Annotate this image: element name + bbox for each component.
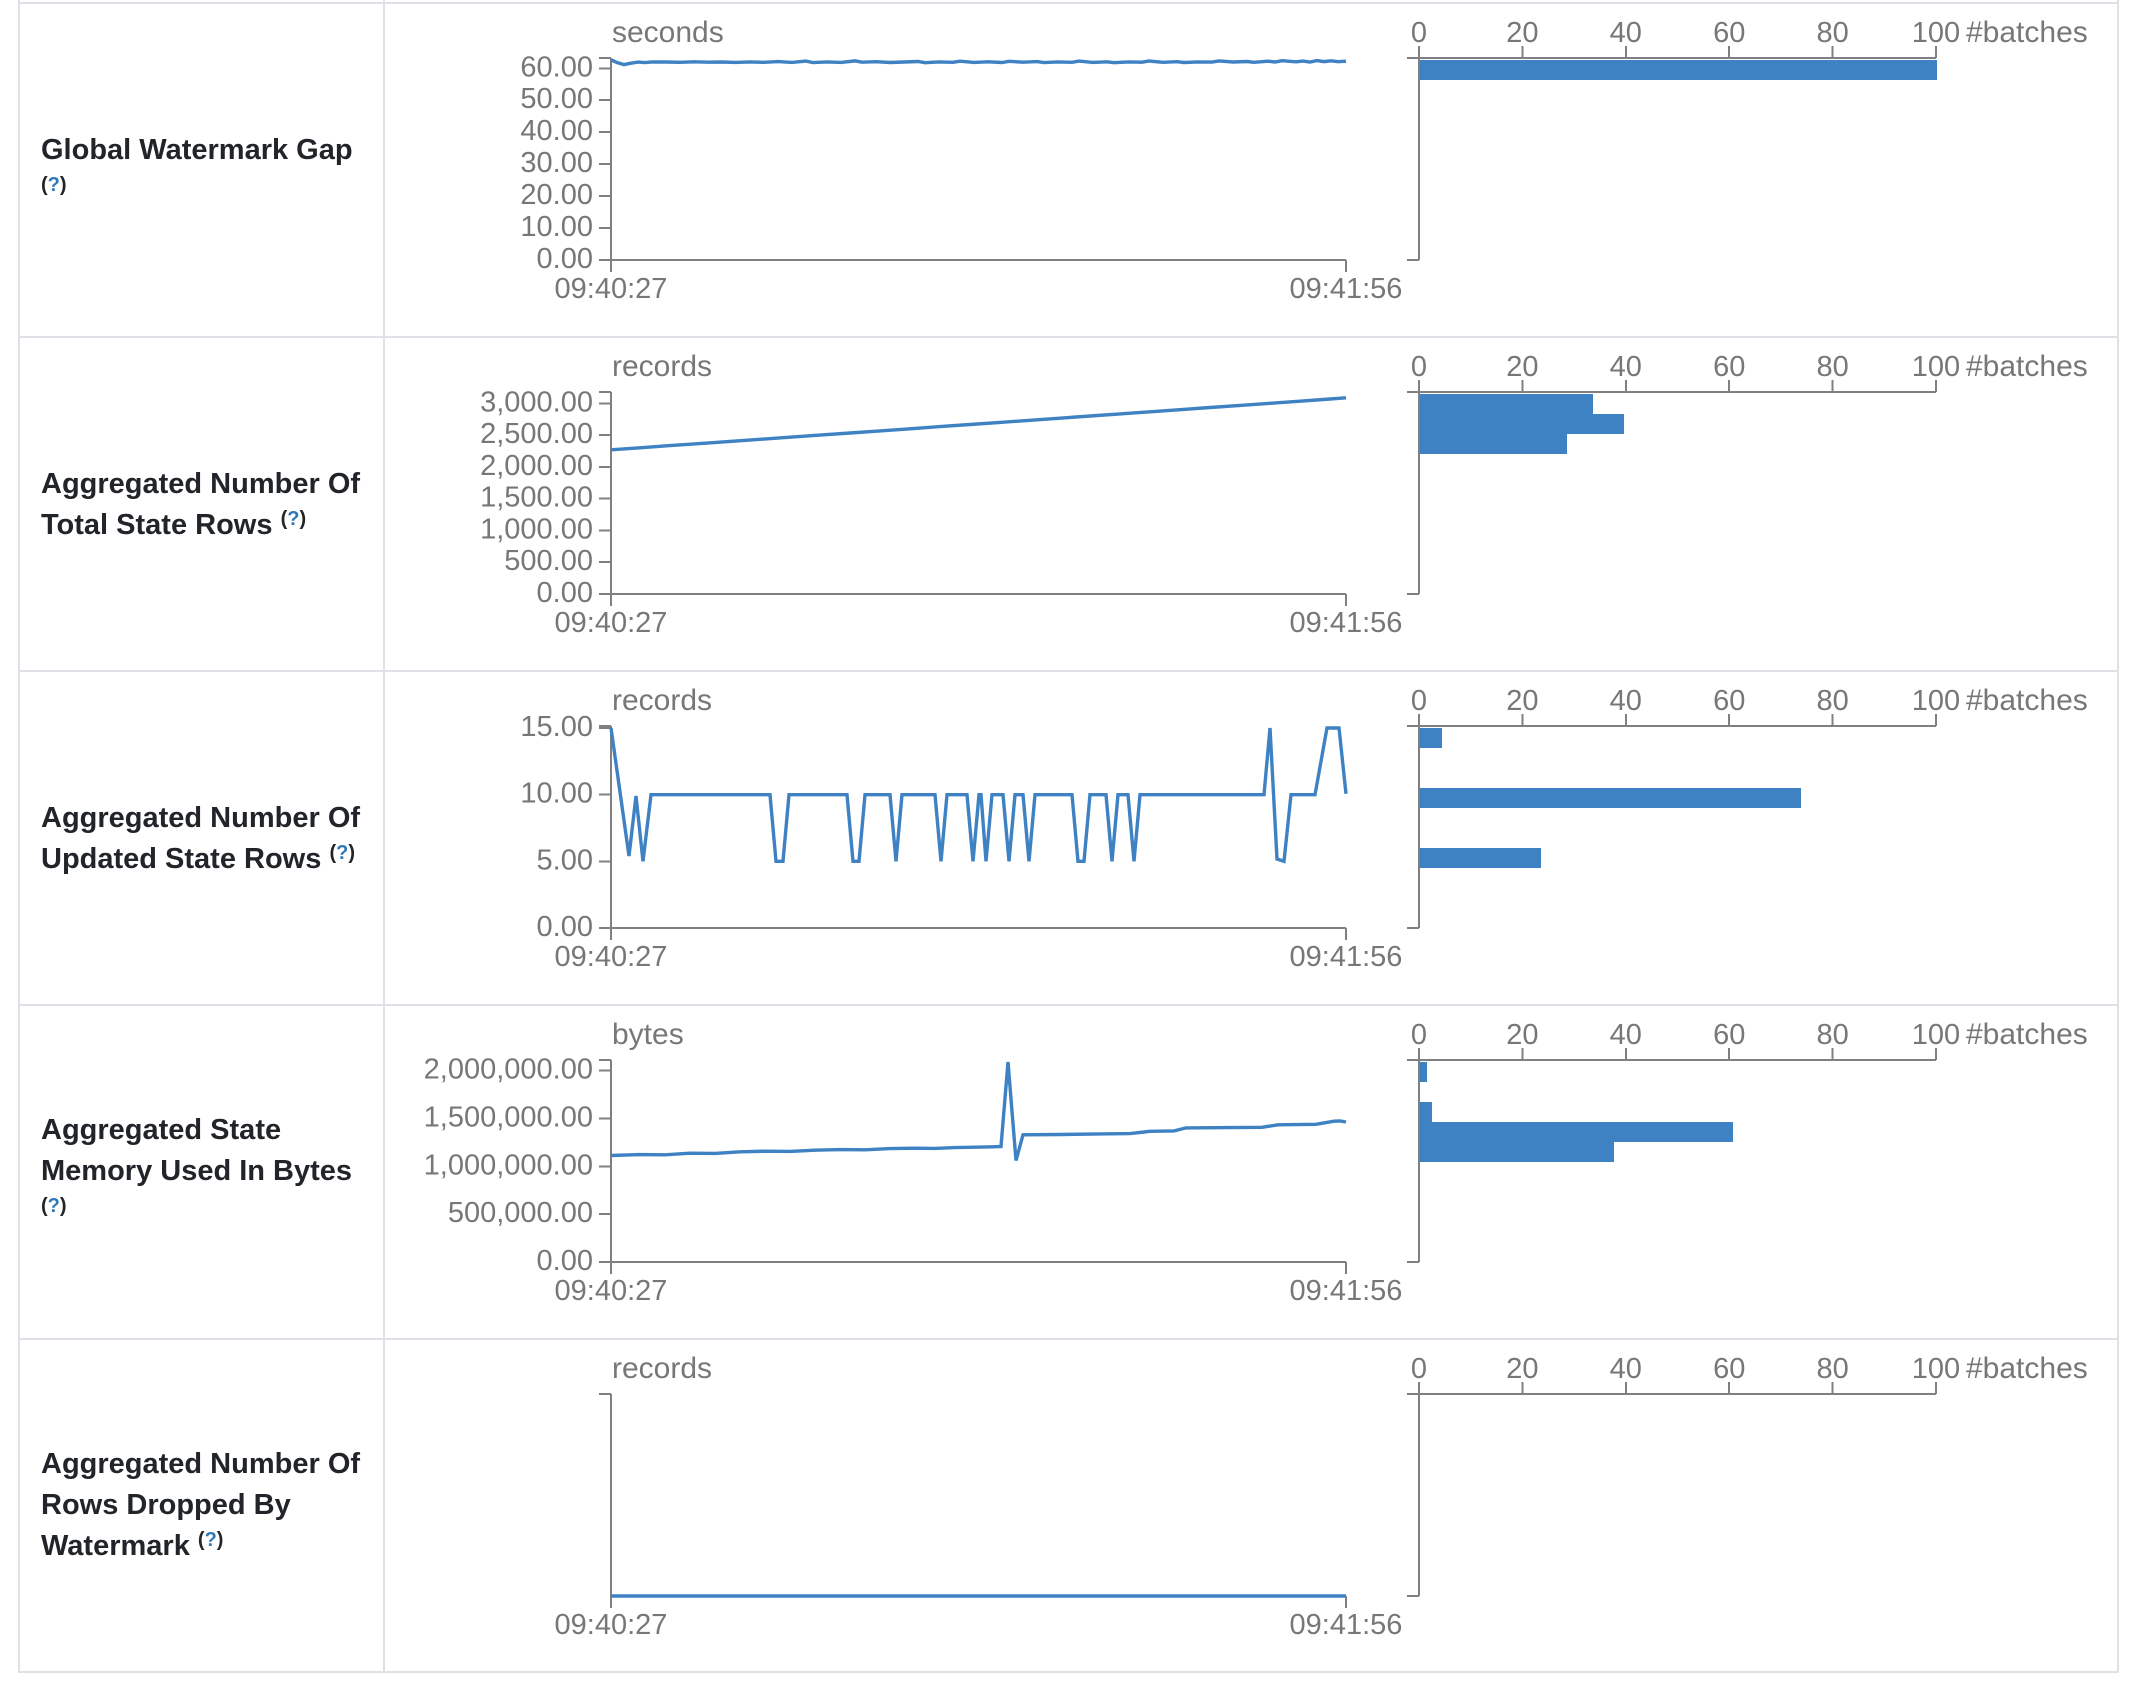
svg-text:09:40:27: 09:40:27 — [555, 273, 668, 305]
svg-text:2,000.00: 2,000.00 — [480, 450, 593, 482]
svg-text:Aggregated State: Aggregated State — [41, 1114, 281, 1146]
svg-text:0: 0 — [1411, 17, 1427, 49]
svg-text:Memory Used In Bytes: Memory Used In Bytes — [41, 1155, 352, 1187]
svg-text:0.00: 0.00 — [537, 577, 593, 609]
svg-text:15.00: 15.00 — [520, 711, 593, 743]
svg-text:0.00: 0.00 — [537, 1245, 593, 1277]
svg-text:60: 60 — [1713, 17, 1745, 49]
svg-text:1,000.00: 1,000.00 — [480, 514, 593, 546]
svg-text:5.00: 5.00 — [537, 844, 593, 876]
svg-text:50.00: 50.00 — [520, 83, 593, 115]
svg-text:1,000,000.00: 1,000,000.00 — [424, 1149, 593, 1181]
svg-text:40: 40 — [1610, 1019, 1642, 1051]
svg-text:#batches: #batches — [1966, 1352, 2088, 1385]
svg-text:40.00: 40.00 — [520, 115, 593, 147]
svg-text:0.00: 0.00 — [537, 243, 593, 275]
svg-text:80: 80 — [1816, 1019, 1848, 1051]
svg-text:Total State Rows (?): Total State Rows (?) — [41, 508, 306, 541]
svg-text:bytes: bytes — [612, 1018, 684, 1051]
svg-text:60: 60 — [1713, 1019, 1745, 1051]
svg-text:09:41:56: 09:41:56 — [1290, 273, 1403, 305]
svg-text:20: 20 — [1506, 1353, 1538, 1385]
svg-text:80: 80 — [1816, 685, 1848, 717]
svg-text:500.00: 500.00 — [504, 545, 593, 577]
svg-text:20: 20 — [1506, 351, 1538, 383]
svg-text:Watermark (?): Watermark (?) — [41, 1529, 223, 1562]
svg-text:80: 80 — [1816, 351, 1848, 383]
svg-text:2,000,000.00: 2,000,000.00 — [424, 1054, 593, 1086]
svg-text:1,500.00: 1,500.00 — [480, 482, 593, 514]
svg-text:09:41:56: 09:41:56 — [1290, 607, 1403, 639]
svg-text:(?): (?) — [41, 1195, 67, 1217]
svg-text:10.00: 10.00 — [520, 211, 593, 243]
svg-text:Rows Dropped By: Rows Dropped By — [41, 1489, 291, 1521]
svg-text:100: 100 — [1912, 1019, 1960, 1051]
svg-text:09:41:56: 09:41:56 — [1290, 1609, 1403, 1641]
svg-text:#batches: #batches — [1966, 1018, 2088, 1051]
svg-text:60: 60 — [1713, 685, 1745, 717]
svg-text:40: 40 — [1610, 1353, 1642, 1385]
svg-text:100: 100 — [1912, 685, 1960, 717]
svg-text:80: 80 — [1816, 1353, 1848, 1385]
svg-text:20: 20 — [1506, 17, 1538, 49]
svg-text:0: 0 — [1411, 1019, 1427, 1051]
svg-text:100: 100 — [1912, 17, 1960, 49]
svg-text:0: 0 — [1411, 1353, 1427, 1385]
svg-text:20: 20 — [1506, 685, 1538, 717]
svg-text:#batches: #batches — [1966, 684, 2088, 717]
svg-text:80: 80 — [1816, 17, 1848, 49]
svg-text:60: 60 — [1713, 1353, 1745, 1385]
svg-text:Aggregated Number Of: Aggregated Number Of — [41, 802, 360, 834]
svg-text:Aggregated Number Of: Aggregated Number Of — [41, 1448, 360, 1480]
svg-text:1,500,000.00: 1,500,000.00 — [424, 1102, 593, 1134]
svg-text:Updated State Rows (?): Updated State Rows (?) — [41, 842, 355, 875]
svg-text:100: 100 — [1912, 351, 1960, 383]
svg-text:20: 20 — [1506, 1019, 1538, 1051]
svg-text:10.00: 10.00 — [520, 778, 593, 810]
svg-text:09:41:56: 09:41:56 — [1290, 941, 1403, 973]
svg-text:09:40:27: 09:40:27 — [555, 1275, 668, 1307]
svg-text:records: records — [612, 1352, 712, 1385]
svg-text:20.00: 20.00 — [520, 179, 593, 211]
svg-text:records: records — [612, 684, 712, 717]
svg-text:100: 100 — [1912, 1353, 1960, 1385]
svg-text:0: 0 — [1411, 685, 1427, 717]
svg-text:2,500.00: 2,500.00 — [480, 418, 593, 450]
svg-text:09:40:27: 09:40:27 — [555, 941, 668, 973]
svg-text:40: 40 — [1610, 685, 1642, 717]
svg-text:Global Watermark Gap: Global Watermark Gap — [41, 134, 353, 166]
svg-text:seconds: seconds — [612, 16, 724, 49]
svg-text:30.00: 30.00 — [520, 147, 593, 179]
svg-text:09:40:27: 09:40:27 — [555, 607, 668, 639]
svg-text:#batches: #batches — [1966, 350, 2088, 383]
svg-text:Aggregated Number Of: Aggregated Number Of — [41, 468, 360, 500]
svg-text:3,000.00: 3,000.00 — [480, 386, 593, 418]
svg-text:records: records — [612, 350, 712, 383]
svg-text:40: 40 — [1610, 17, 1642, 49]
svg-text:#batches: #batches — [1966, 16, 2088, 49]
svg-text:40: 40 — [1610, 351, 1642, 383]
svg-text:60.00: 60.00 — [520, 51, 593, 83]
svg-text:09:41:56: 09:41:56 — [1290, 1275, 1403, 1307]
svg-text:09:40:27: 09:40:27 — [555, 1609, 668, 1641]
svg-text:0: 0 — [1411, 351, 1427, 383]
svg-text:60: 60 — [1713, 351, 1745, 383]
svg-text:0.00: 0.00 — [537, 911, 593, 943]
svg-text:(?): (?) — [41, 174, 67, 196]
svg-text:500,000.00: 500,000.00 — [448, 1197, 593, 1229]
